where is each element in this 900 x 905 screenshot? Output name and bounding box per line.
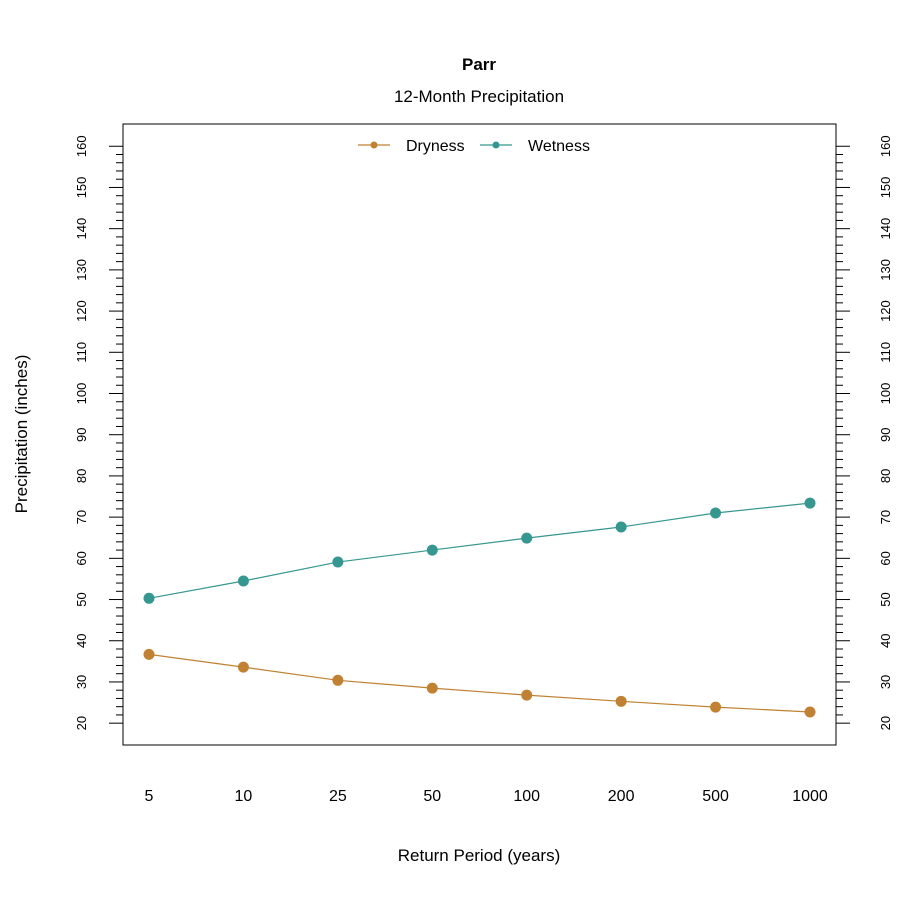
y-tick-label-right: 90 — [878, 427, 893, 441]
data-point-dryness — [237, 661, 249, 673]
plot-area — [122, 123, 837, 746]
data-point-wetness — [332, 556, 344, 568]
legend-marker — [370, 141, 378, 149]
y-tick-label-right: 20 — [878, 716, 893, 730]
data-point-dryness — [521, 689, 533, 701]
y-tick-label-right: 40 — [878, 634, 893, 648]
chart-subtitle: 12-Month Precipitation — [394, 87, 564, 106]
x-tick-label: 500 — [702, 788, 729, 805]
data-point-dryness — [332, 674, 344, 686]
y-tick-label-left: 110 — [74, 342, 89, 363]
data-point-wetness — [143, 592, 155, 604]
y-tick-label-left: 30 — [74, 675, 89, 689]
x-tick-label: 10 — [235, 788, 253, 805]
y-tick-label-left: 100 — [74, 383, 89, 405]
y-tick-label-left: 60 — [74, 551, 89, 565]
data-point-wetness — [615, 521, 627, 533]
y-tick-label-left: 90 — [74, 427, 89, 441]
y-axis-label: Precipitation (inches) — [12, 355, 31, 514]
legend-label: Dryness — [406, 138, 465, 155]
data-point-dryness — [143, 648, 155, 660]
y-tick-label-right: 160 — [878, 135, 893, 157]
y-tick-label-left: 70 — [74, 510, 89, 524]
x-tick-label: 5 — [145, 788, 154, 805]
x-tick-label: 50 — [423, 788, 441, 805]
data-point-wetness — [521, 532, 533, 544]
y-tick-label-right: 70 — [878, 510, 893, 524]
data-point-dryness — [615, 695, 627, 707]
y-tick-label-left: 130 — [74, 259, 89, 281]
data-point-wetness — [426, 544, 438, 556]
y-tick-label-left: 150 — [74, 177, 89, 199]
y-tick-label-left: 50 — [74, 592, 89, 606]
data-point-dryness — [710, 701, 722, 713]
legend-label: Wetness — [528, 138, 590, 155]
y-tick-label-left: 80 — [74, 469, 89, 483]
data-point-wetness — [237, 575, 249, 587]
series-line-wetness — [148, 502, 811, 599]
legend: Dryness Wetness — [358, 138, 590, 155]
y-tick-label-left: 140 — [74, 218, 89, 240]
chart-title: Parr — [462, 55, 496, 74]
data-point-dryness — [804, 706, 816, 718]
y-tick-label-right: 130 — [878, 259, 893, 281]
y-tick-label-right: 120 — [878, 300, 893, 322]
x-tick-label: 200 — [608, 788, 635, 805]
x-tick-label: 25 — [329, 788, 347, 805]
y-tick-label-left: 20 — [74, 716, 89, 730]
y-tick-label-right: 150 — [878, 177, 893, 199]
y-tick-label-right: 60 — [878, 551, 893, 565]
data-point-wetness — [710, 507, 722, 519]
data-point-wetness — [804, 497, 816, 509]
legend-marker — [492, 141, 500, 149]
data-point-dryness — [426, 682, 438, 694]
y-tick-label-right: 140 — [878, 218, 893, 240]
y-tick-label-right: 80 — [878, 469, 893, 483]
x-tick-label: 1000 — [792, 788, 828, 805]
y-tick-label-right: 50 — [878, 592, 893, 606]
y-tick-label-right: 110 — [878, 342, 893, 363]
y-tick-label-left: 120 — [74, 300, 89, 322]
x-tick-label: 100 — [513, 788, 540, 805]
x-axis-label: Return Period (years) — [398, 846, 561, 865]
y-tick-label-left: 40 — [74, 634, 89, 648]
y-tick-label-right: 100 — [878, 383, 893, 405]
y-tick-label-right: 30 — [878, 675, 893, 689]
series-line-dryness — [148, 653, 811, 713]
y-tick-label-left: 160 — [74, 135, 89, 157]
